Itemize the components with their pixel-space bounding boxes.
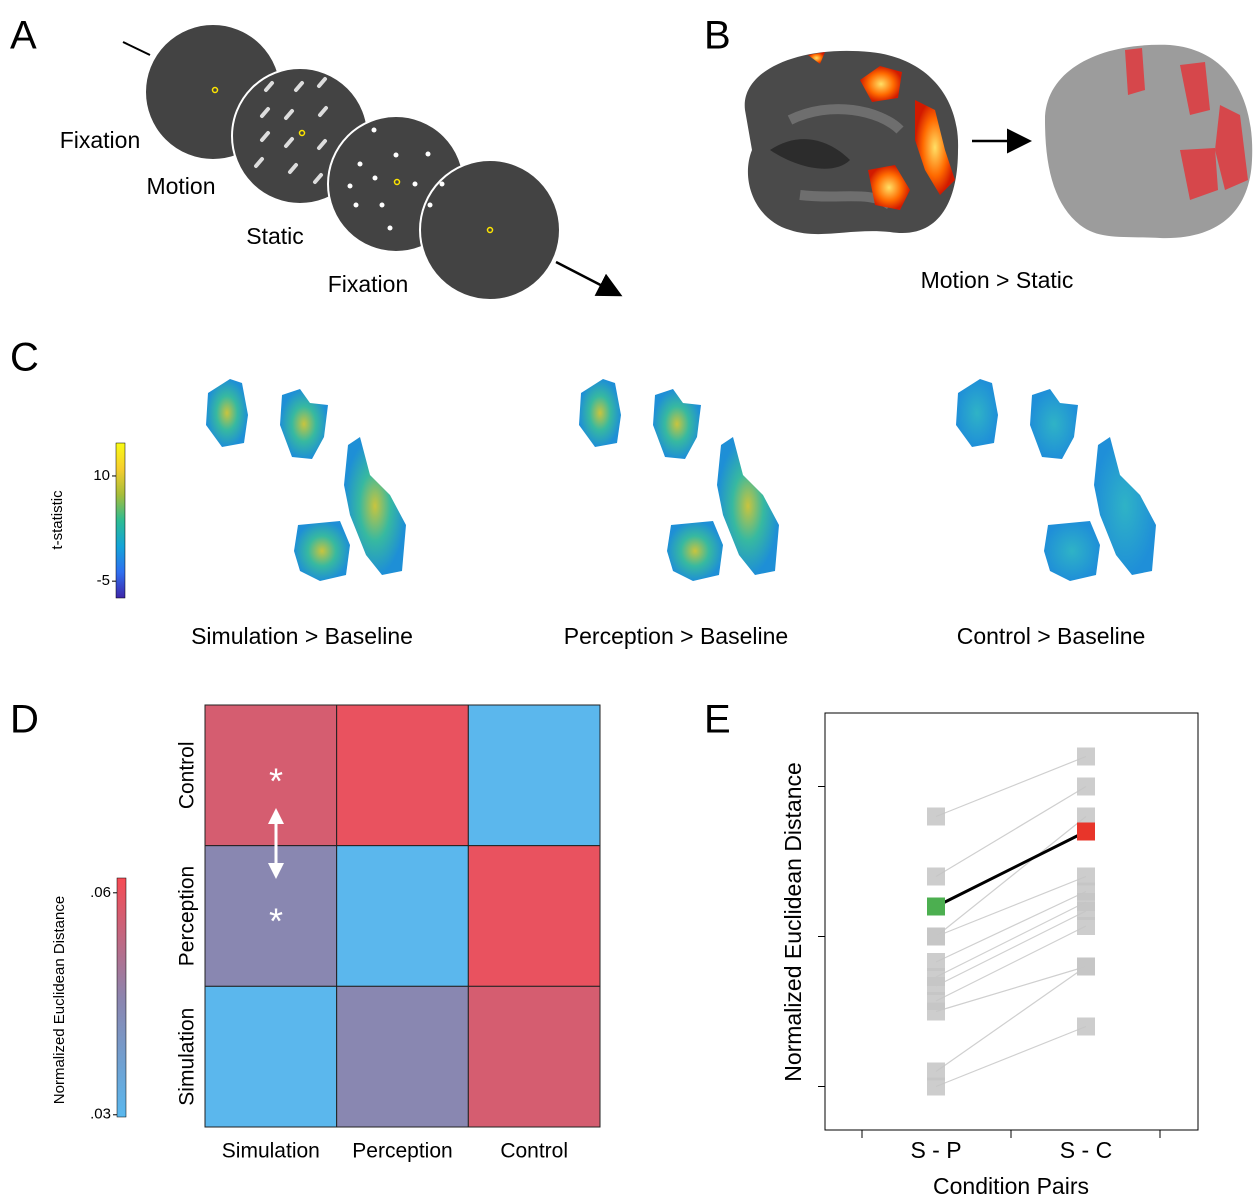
activation-maps bbox=[206, 379, 1156, 581]
heatmap-cell bbox=[337, 705, 469, 846]
column-label: Perception bbox=[352, 1140, 452, 1163]
colorbar-tick-label: .06 bbox=[90, 884, 111, 901]
subject-marker bbox=[927, 1003, 945, 1021]
panel-label: B bbox=[704, 14, 731, 58]
significance-marker: * bbox=[269, 901, 283, 942]
subject-line bbox=[936, 926, 1086, 1001]
panel-label: C bbox=[10, 336, 39, 380]
glass-brain bbox=[1045, 45, 1252, 238]
heatmap-cell bbox=[468, 846, 600, 987]
panel-label: E bbox=[704, 698, 731, 742]
panel-caption: Motion > Static bbox=[921, 267, 1074, 293]
subject-marker bbox=[1077, 778, 1095, 796]
x-tick-label: S - C bbox=[1060, 1137, 1112, 1163]
heatmap-cell bbox=[468, 705, 600, 846]
row-label: Control bbox=[176, 741, 199, 809]
map-label: Simulation > Baseline bbox=[191, 623, 413, 649]
subject-marker bbox=[1077, 958, 1095, 976]
map-label: Control > Baseline bbox=[957, 623, 1146, 649]
heatmap-cell bbox=[205, 986, 337, 1127]
panel-label: D bbox=[10, 698, 39, 742]
subject-line bbox=[936, 1027, 1086, 1087]
time-arrow bbox=[556, 262, 618, 294]
arrow bbox=[123, 42, 150, 55]
subject-marker bbox=[1077, 1018, 1095, 1036]
colorbar: 10 -5 bbox=[93, 443, 125, 598]
subject-marker bbox=[1077, 917, 1095, 935]
colorbar-tick-label: -5 bbox=[97, 572, 110, 589]
figure: A Fixation Motion Static Fixation B Moti… bbox=[0, 0, 1259, 1201]
plot-frame bbox=[825, 713, 1198, 1130]
column-label: Simulation bbox=[222, 1140, 320, 1163]
inflated-brain bbox=[745, 51, 958, 234]
subject-line bbox=[936, 967, 1086, 1072]
subject-line bbox=[936, 967, 1086, 1012]
colorbar-title: t-statistic bbox=[49, 490, 66, 550]
subject-marker bbox=[927, 808, 945, 826]
y-axis-label: Normalized Euclidean Distance bbox=[780, 762, 806, 1082]
subject-line bbox=[936, 911, 1086, 986]
subject-line bbox=[936, 902, 1086, 977]
heatmap-cell bbox=[337, 846, 469, 987]
stage-label: Static bbox=[246, 223, 304, 249]
colorbar-tick-label: .03 bbox=[90, 1106, 111, 1123]
map-label: Perception > Baseline bbox=[564, 623, 788, 649]
x-axis-label: Condition Pairs bbox=[933, 1173, 1089, 1199]
stage-label: Fixation bbox=[60, 127, 141, 153]
subject-marker bbox=[927, 898, 945, 916]
stage-label: Fixation bbox=[328, 271, 409, 297]
subject-line bbox=[936, 877, 1086, 937]
significance-marker: * bbox=[269, 761, 283, 802]
subject-line bbox=[936, 892, 1086, 963]
subject-marker bbox=[1077, 823, 1095, 841]
panel-label: A bbox=[10, 14, 37, 58]
heatmap: .06 .03 Control Perception Simulation Simulat… bbox=[90, 705, 600, 1163]
column-label: Control bbox=[500, 1140, 568, 1163]
row-label: Simulation bbox=[176, 1008, 199, 1106]
subject-line bbox=[936, 832, 1086, 907]
colorbar-tick-label: 10 bbox=[93, 467, 110, 484]
colorbar-bar bbox=[117, 878, 126, 1117]
subject-line bbox=[936, 757, 1086, 817]
subject-line bbox=[936, 787, 1086, 877]
stimulus-screens bbox=[145, 24, 560, 300]
x-tick-label: S - P bbox=[910, 1137, 961, 1163]
row-label: Perception bbox=[176, 866, 199, 966]
stage-label: Motion bbox=[146, 173, 215, 199]
colorbar-bar bbox=[116, 443, 125, 598]
subject-line bbox=[936, 817, 1086, 937]
subject-marker bbox=[927, 1078, 945, 1096]
subject-marker bbox=[927, 868, 945, 886]
heatmap-cell bbox=[468, 986, 600, 1127]
subject-marker bbox=[1077, 748, 1095, 766]
heatmap-cell bbox=[337, 986, 469, 1127]
colorbar-title: Normalized Euclidean Distance bbox=[51, 896, 68, 1104]
subject-marker bbox=[927, 928, 945, 946]
